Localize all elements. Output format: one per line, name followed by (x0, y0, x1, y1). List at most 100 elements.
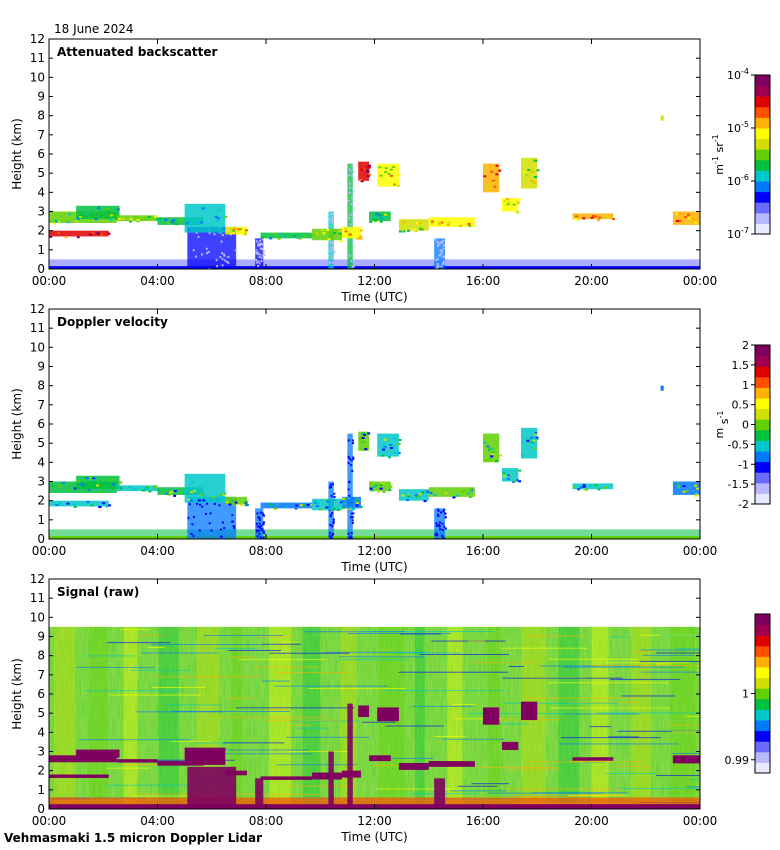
column-speck (351, 196, 354, 199)
colorbar-swatch (755, 398, 770, 410)
cloud-speck (514, 210, 518, 213)
cloud-speck (483, 175, 487, 178)
column-speck (352, 190, 355, 193)
y-tick-label: 10 (30, 70, 45, 84)
signal-streak (105, 767, 150, 769)
cloud-speck (172, 488, 176, 491)
cloud-speck (57, 221, 61, 224)
cloud-speck (415, 222, 419, 225)
colorbar-swatch (755, 202, 770, 214)
colorbar-swatch (755, 191, 770, 203)
column-speck (213, 233, 216, 236)
cloud-speck (197, 499, 201, 502)
column-speck (438, 524, 441, 527)
column-speck (262, 522, 265, 525)
cloud-speck (685, 490, 689, 493)
signal-streak (570, 760, 610, 762)
cloud-speck (102, 502, 106, 505)
colorbar-swatch (755, 624, 770, 636)
cloud-layer (428, 487, 475, 497)
cloud-speck (110, 214, 114, 217)
cloud-speck (54, 219, 58, 222)
signal-streak (696, 670, 700, 672)
cloud-speck (452, 496, 456, 499)
cloud-speck (507, 201, 511, 204)
y-tick-label: 7 (37, 128, 45, 142)
column-speck (434, 259, 437, 262)
signal-streak (287, 785, 358, 787)
cloud-speck (484, 187, 488, 190)
column-speck (435, 266, 438, 269)
column-speck (259, 239, 262, 242)
column-speck (441, 534, 444, 537)
column-speck (439, 528, 442, 531)
cloud-speck (116, 208, 120, 211)
cloud-layer (358, 161, 370, 181)
cloud-layer (341, 496, 361, 509)
cloud-speck (694, 494, 698, 497)
column-speck (187, 517, 190, 520)
column-speck (329, 523, 332, 526)
cloud-speck (129, 218, 133, 221)
signal-cloud (572, 757, 614, 761)
cloud-speck (582, 485, 586, 488)
y-tick-label: 4 (37, 185, 45, 199)
cloud-speck (384, 167, 388, 170)
x-tick-label: 20:00 (574, 544, 609, 558)
column-speck (444, 527, 447, 530)
cloud-speck (383, 213, 387, 216)
cloud-layer (377, 433, 399, 457)
cloud-speck (78, 216, 82, 219)
cloud-speck (367, 173, 371, 176)
colorbar-swatch (755, 482, 770, 494)
cloud-speck (94, 218, 98, 221)
cloud-speck (55, 220, 59, 223)
cloud-speck (302, 504, 306, 507)
signal-streak (171, 710, 291, 712)
cloud-speck (214, 215, 218, 218)
cloud-speck (372, 486, 376, 489)
cloud-speck (503, 207, 507, 210)
column-speck (348, 254, 351, 257)
column-speck (437, 242, 440, 245)
cloud-speck (495, 173, 499, 176)
cloud-speck (234, 227, 238, 230)
column-speck (191, 523, 194, 526)
column-speck (352, 457, 355, 460)
cloud-speck (377, 214, 381, 217)
signal-streak (228, 649, 281, 651)
signal-streak (419, 653, 509, 655)
column-speck (259, 247, 262, 250)
cloud-speck (98, 506, 102, 509)
cloud-speck (154, 215, 158, 218)
signal-streak (631, 651, 656, 653)
cloud-speck (414, 494, 418, 497)
cloud-speck (239, 503, 243, 506)
signal-streak (261, 680, 291, 682)
cloud-speck (244, 500, 248, 503)
cloud-speck (370, 489, 374, 492)
column-speck (332, 520, 335, 523)
column-speck (255, 261, 258, 264)
column-speck (332, 243, 335, 246)
column-speck (232, 524, 235, 527)
column-speck (351, 265, 354, 268)
signal-streak (227, 697, 257, 699)
column-speck (436, 262, 439, 265)
cloud-layer (398, 489, 429, 501)
cloud-speck (85, 477, 89, 480)
cloud-speck (413, 228, 417, 231)
colorbar-swatch (755, 645, 770, 657)
column-speck (333, 492, 336, 495)
cloud-speck (121, 217, 125, 220)
signal-streak (303, 631, 405, 633)
cloud-speck (109, 218, 113, 221)
cloud-speck (491, 452, 495, 455)
cloud-speck (76, 217, 80, 220)
column-speck (331, 216, 334, 219)
signal-streak (671, 753, 700, 755)
signal-streak (383, 690, 506, 692)
column-speck (441, 522, 444, 525)
cloud-speck (420, 228, 424, 231)
cloud-speck (295, 504, 299, 507)
